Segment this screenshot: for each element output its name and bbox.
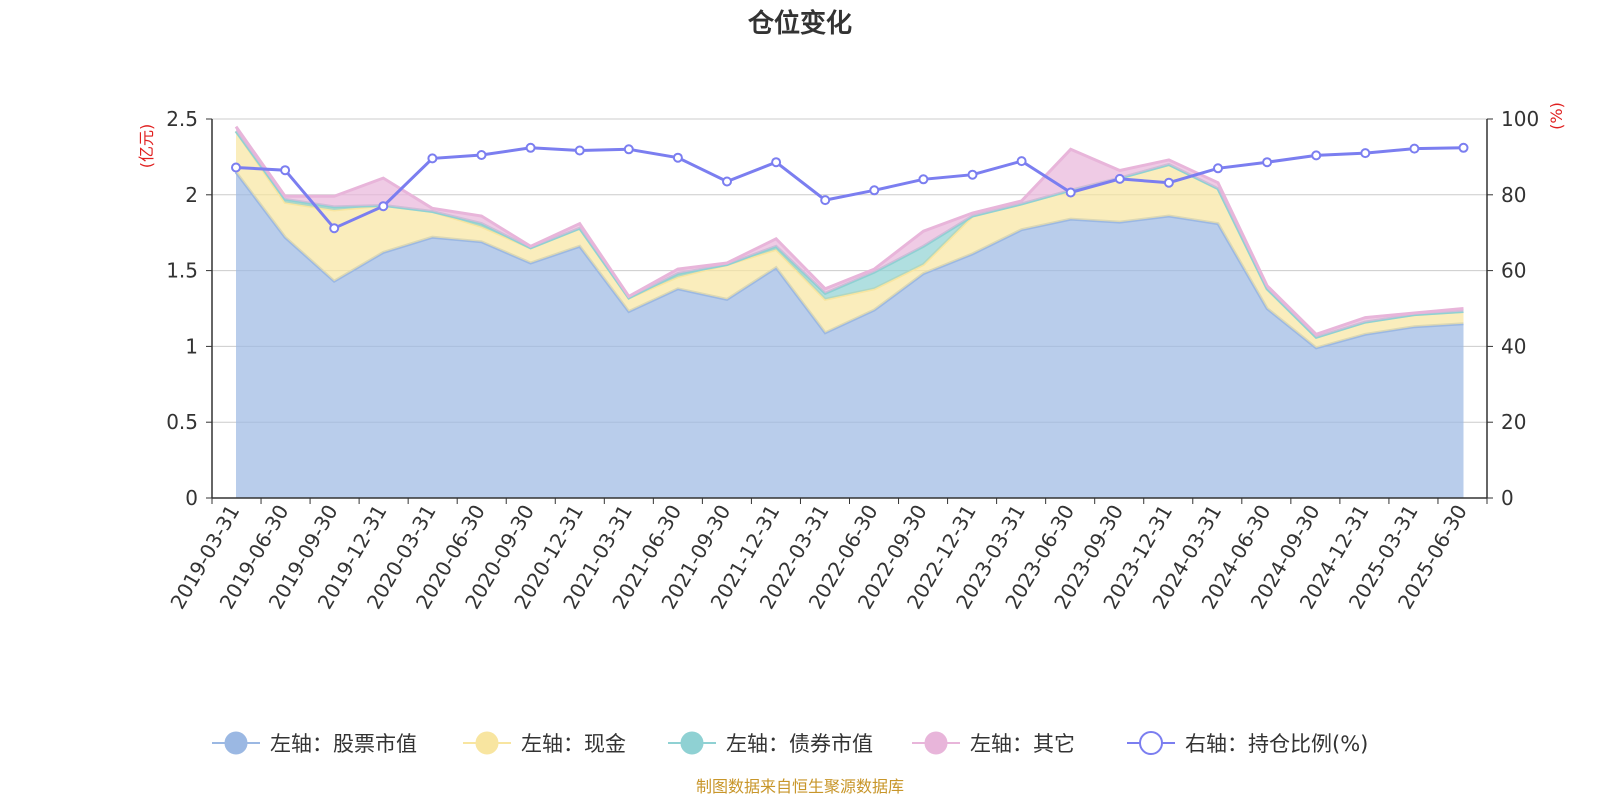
ratio-line-point bbox=[1114, 173, 1125, 184]
right-axis-tick-label: 80 bbox=[1501, 183, 1526, 207]
ratio-line-point bbox=[1213, 163, 1223, 174]
ratio-line-point bbox=[820, 195, 831, 206]
left-axis-tick-label: 2 bbox=[185, 183, 198, 207]
legend-label: 左轴：现金 bbox=[521, 732, 626, 756]
ratio-line-point bbox=[574, 145, 585, 156]
ratio-line-point bbox=[918, 174, 929, 185]
ratio-line-point bbox=[1409, 143, 1420, 154]
ratio-line-point bbox=[525, 142, 536, 153]
ratio-line-point bbox=[476, 150, 487, 160]
legend-label: 左轴：股票市值 bbox=[270, 732, 417, 756]
stacked-areas bbox=[234, 125, 1464, 498]
area-series-1 bbox=[236, 131, 1464, 348]
ratio-line-point bbox=[329, 223, 340, 234]
ratio-line-point bbox=[967, 169, 978, 180]
ratio-line-point bbox=[231, 162, 241, 173]
data-source-note: 制图数据来自恒生聚源数据库 bbox=[696, 777, 904, 796]
ratio-line-point bbox=[280, 165, 291, 176]
legend-swatch-marker bbox=[924, 731, 948, 755]
right-axis-tick-label: 100 bbox=[1501, 107, 1539, 131]
ratio-line-point bbox=[869, 185, 880, 196]
right-axis-tick-label: 20 bbox=[1501, 410, 1526, 434]
area-series-0 bbox=[236, 172, 1464, 498]
ratio-line-point bbox=[1163, 177, 1174, 188]
legend-swatch-marker bbox=[224, 731, 248, 755]
ratio-line-path bbox=[235, 146, 1464, 231]
left-axis-tick-label: 0 bbox=[185, 486, 198, 510]
left-axis-tick-label: 1.5 bbox=[166, 259, 198, 283]
ratio-line-point bbox=[1262, 157, 1273, 168]
ratio-line bbox=[231, 142, 1469, 234]
ratio-line-point bbox=[1360, 148, 1371, 159]
legend-swatch-marker bbox=[680, 731, 704, 755]
left-axis-tick-label: 0.5 bbox=[166, 410, 198, 434]
ratio-line-point bbox=[1311, 150, 1322, 161]
right-axis-tick-label: 60 bbox=[1501, 259, 1526, 283]
legend-label: 右轴：持仓比例(%) bbox=[1185, 732, 1368, 756]
area-series-edge-3 bbox=[234, 125, 1464, 337]
ratio-line-point bbox=[1458, 142, 1469, 153]
ratio-line-point bbox=[771, 157, 782, 168]
chart-title: 仓位变化 bbox=[747, 8, 852, 39]
ratio-line-point bbox=[427, 153, 438, 164]
legend-label: 左轴：债券市值 bbox=[726, 732, 873, 756]
left-axis-tick-label: 2.5 bbox=[166, 107, 198, 131]
ratio-line-point bbox=[1065, 187, 1076, 198]
legend-swatch-marker bbox=[475, 731, 499, 755]
legend-swatch-marker bbox=[1139, 731, 1163, 755]
right-axis-tick-label: 40 bbox=[1501, 334, 1526, 358]
ratio-line-point bbox=[623, 144, 634, 155]
ratio-line-point bbox=[1016, 156, 1027, 167]
left-axis-unit: (亿元) bbox=[137, 124, 156, 169]
left-axis-tick-label: 1 bbox=[185, 334, 198, 358]
right-axis-unit: (%) bbox=[1547, 102, 1566, 130]
ratio-line-point bbox=[378, 201, 389, 212]
right-axis-tick-label: 0 bbox=[1501, 486, 1514, 510]
legend: 左轴：股票市值 左轴：现金 左轴：债券市值 左轴：其它 右轴：持仓比例(%) bbox=[212, 731, 1368, 756]
legend-label: 左轴：其它 bbox=[970, 732, 1075, 756]
ratio-line-point bbox=[672, 152, 683, 163]
ratio-line-point bbox=[722, 176, 732, 187]
